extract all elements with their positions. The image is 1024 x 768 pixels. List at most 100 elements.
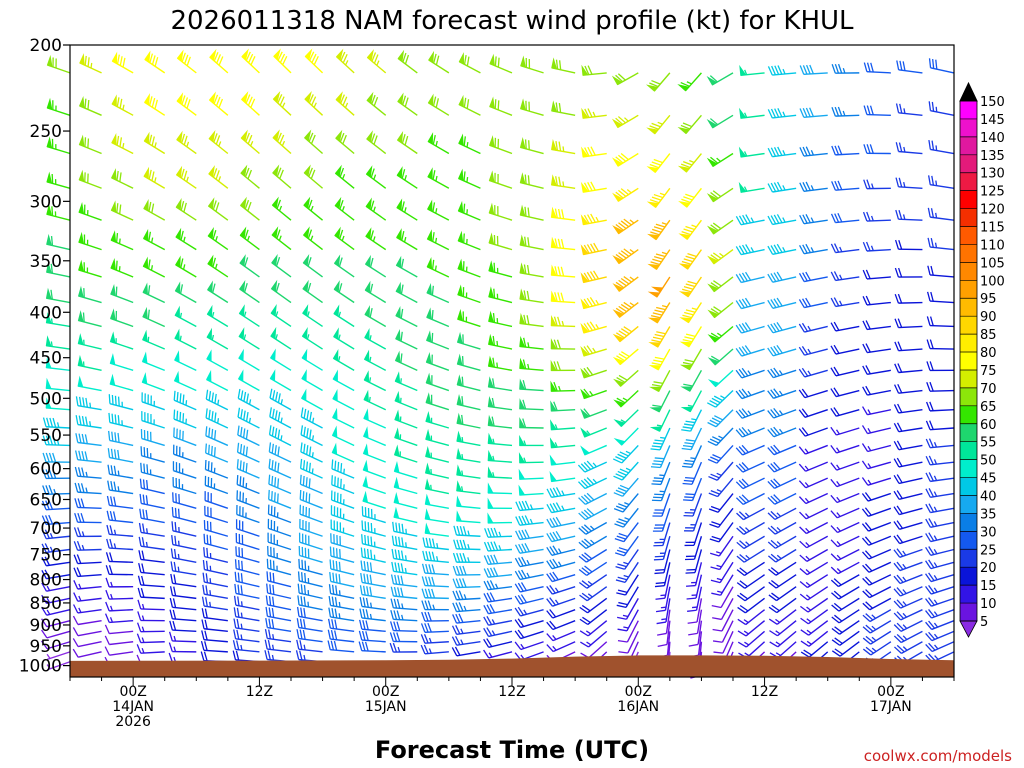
- colorbar-tick-label: 90: [980, 310, 997, 325]
- wind-barb: [104, 635, 134, 646]
- wind-barb: [108, 412, 134, 429]
- wind-barb: [578, 574, 608, 589]
- wind-barb: [206, 304, 229, 328]
- colorbar-segment: [960, 190, 977, 210]
- wind-barb: [393, 506, 418, 524]
- wind-barb: [361, 520, 386, 537]
- wind-barb: [424, 478, 449, 495]
- wind-barb: [831, 630, 860, 646]
- wind-barb: [711, 586, 734, 609]
- wind-barb: [358, 641, 386, 653]
- wind-barb: [862, 295, 891, 306]
- wind-barb: [520, 98, 544, 116]
- wind-barb: [72, 627, 102, 637]
- wind-barb: [207, 197, 229, 221]
- wind-barb: [265, 595, 292, 611]
- wind-barb: [425, 372, 450, 392]
- colorbar-segment: [960, 208, 977, 228]
- wind-barb: [767, 492, 797, 505]
- wind-barb: [42, 435, 71, 447]
- wind-barb: [74, 512, 102, 524]
- wind-barb: [333, 327, 355, 350]
- wind-barb: [862, 597, 892, 611]
- wind-barb: [654, 562, 671, 588]
- wind-barb: [392, 521, 418, 537]
- wind-barb: [652, 493, 671, 517]
- y-tick-label: 550: [30, 426, 62, 446]
- wind-barb: [329, 559, 355, 576]
- wind-barb: [45, 397, 71, 411]
- wind-barb: [301, 348, 323, 371]
- wind-barb: [391, 548, 418, 563]
- wind-barb: [653, 536, 671, 561]
- wind-barb: [204, 459, 229, 479]
- wind-barb: [110, 283, 134, 304]
- wind-barb: [677, 72, 702, 92]
- colorbar-segment: [960, 441, 977, 461]
- wind-barb: [427, 132, 450, 155]
- wind-barb: [235, 519, 260, 537]
- wind-barb: [235, 546, 260, 563]
- wind-barb: [736, 561, 765, 577]
- wind-barb: [171, 521, 197, 537]
- wind-barb: [456, 464, 481, 479]
- wind-barb: [141, 392, 165, 411]
- wind-barb: [175, 197, 197, 221]
- wind-barb: [240, 196, 260, 221]
- wind-barb: [551, 139, 576, 155]
- wind-barb: [612, 444, 639, 464]
- colorbar-tick-label: 145: [980, 113, 1005, 128]
- wind-barb: [648, 348, 671, 371]
- wind-barb: [426, 257, 450, 278]
- colorbar-tick-label: 125: [980, 185, 1005, 200]
- wind-barb: [106, 510, 134, 524]
- wind-barb: [736, 574, 765, 589]
- wind-barb: [304, 129, 324, 155]
- wind-barb: [268, 442, 292, 463]
- wind-barb: [768, 609, 797, 625]
- wind-barb: [334, 226, 355, 251]
- wind-barb: [648, 302, 671, 324]
- wind-barb: [798, 427, 828, 437]
- wind-barb: [549, 454, 576, 466]
- wind-barb: [712, 598, 734, 621]
- wind-barb: [925, 401, 955, 412]
- wind-barb: [363, 349, 387, 371]
- wind-barb: [420, 633, 449, 644]
- wind-barb: [358, 630, 386, 643]
- wind-barb: [862, 211, 891, 222]
- wind-barb: [73, 554, 102, 565]
- wind-barb: [581, 107, 607, 119]
- wind-barb: [611, 114, 639, 129]
- wind-barb: [546, 620, 576, 631]
- wind-barb: [267, 532, 292, 551]
- wind-barb: [578, 535, 608, 550]
- wind-barb: [362, 459, 386, 479]
- colorbar-segment: [960, 334, 977, 353]
- wind-barb: [299, 518, 323, 537]
- wind-barb: [707, 301, 734, 319]
- wind-barb: [707, 369, 734, 388]
- wind-barb: [767, 271, 797, 283]
- wind-barb: [926, 316, 955, 328]
- wind-barb: [107, 430, 134, 447]
- wind-barb: [862, 620, 892, 634]
- wind-barb: [546, 558, 576, 570]
- wind-barb: [830, 321, 860, 332]
- wind-barb: [519, 262, 544, 278]
- wind-barb: [136, 644, 165, 654]
- wind-barb: [78, 231, 102, 251]
- wind-barb: [925, 546, 955, 556]
- wind-barb: [546, 545, 576, 557]
- wind-barb: [303, 226, 323, 251]
- wind-barb: [483, 554, 513, 565]
- wind-barb: [578, 561, 608, 576]
- wind-barb: [578, 521, 608, 535]
- wind-barb: [389, 642, 418, 653]
- wind-barb: [487, 482, 513, 495]
- colorbar-tick-label: 70: [980, 382, 997, 397]
- wind-barb: [173, 427, 197, 447]
- wind-barb: [327, 618, 355, 633]
- wind-barb: [142, 256, 166, 278]
